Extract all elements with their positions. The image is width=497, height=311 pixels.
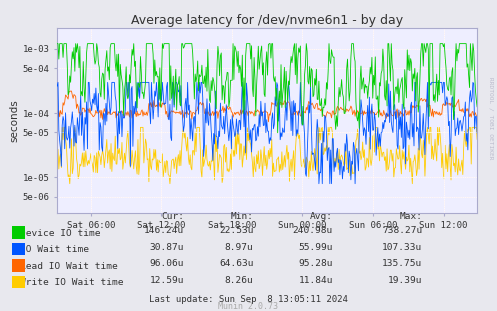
Text: 55.99u: 55.99u [299, 243, 333, 252]
Text: Last update: Sun Sep  8 13:05:11 2024: Last update: Sun Sep 8 13:05:11 2024 [149, 295, 348, 304]
Text: 738.27u: 738.27u [382, 226, 422, 235]
Text: 12.59u: 12.59u [150, 276, 184, 285]
Text: Max:: Max: [400, 212, 422, 221]
Text: IO Wait time: IO Wait time [20, 245, 89, 254]
Text: 64.63u: 64.63u [219, 259, 253, 268]
Text: 107.33u: 107.33u [382, 243, 422, 252]
Text: Avg:: Avg: [310, 212, 333, 221]
Text: 8.97u: 8.97u [225, 243, 253, 252]
Y-axis label: seconds: seconds [10, 99, 20, 142]
Text: RRDTOOL / TOBI OETIKER: RRDTOOL / TOBI OETIKER [489, 77, 494, 160]
Text: 95.28u: 95.28u [299, 259, 333, 268]
Text: Write IO Wait time: Write IO Wait time [20, 278, 123, 287]
Text: 19.39u: 19.39u [388, 276, 422, 285]
Text: Cur:: Cur: [161, 212, 184, 221]
Text: 30.87u: 30.87u [150, 243, 184, 252]
Text: 135.75u: 135.75u [382, 259, 422, 268]
Text: 22.53u: 22.53u [219, 226, 253, 235]
Text: 8.26u: 8.26u [225, 276, 253, 285]
Title: Average latency for /dev/nvme6n1 - by day: Average latency for /dev/nvme6n1 - by da… [131, 14, 403, 27]
Text: 96.06u: 96.06u [150, 259, 184, 268]
Text: Device IO time: Device IO time [20, 229, 100, 238]
Text: 146.24u: 146.24u [144, 226, 184, 235]
Text: Read IO Wait time: Read IO Wait time [20, 262, 118, 271]
Text: 11.84u: 11.84u [299, 276, 333, 285]
Text: Munin 2.0.73: Munin 2.0.73 [219, 302, 278, 311]
Text: 240.98u: 240.98u [293, 226, 333, 235]
Text: Min:: Min: [231, 212, 253, 221]
